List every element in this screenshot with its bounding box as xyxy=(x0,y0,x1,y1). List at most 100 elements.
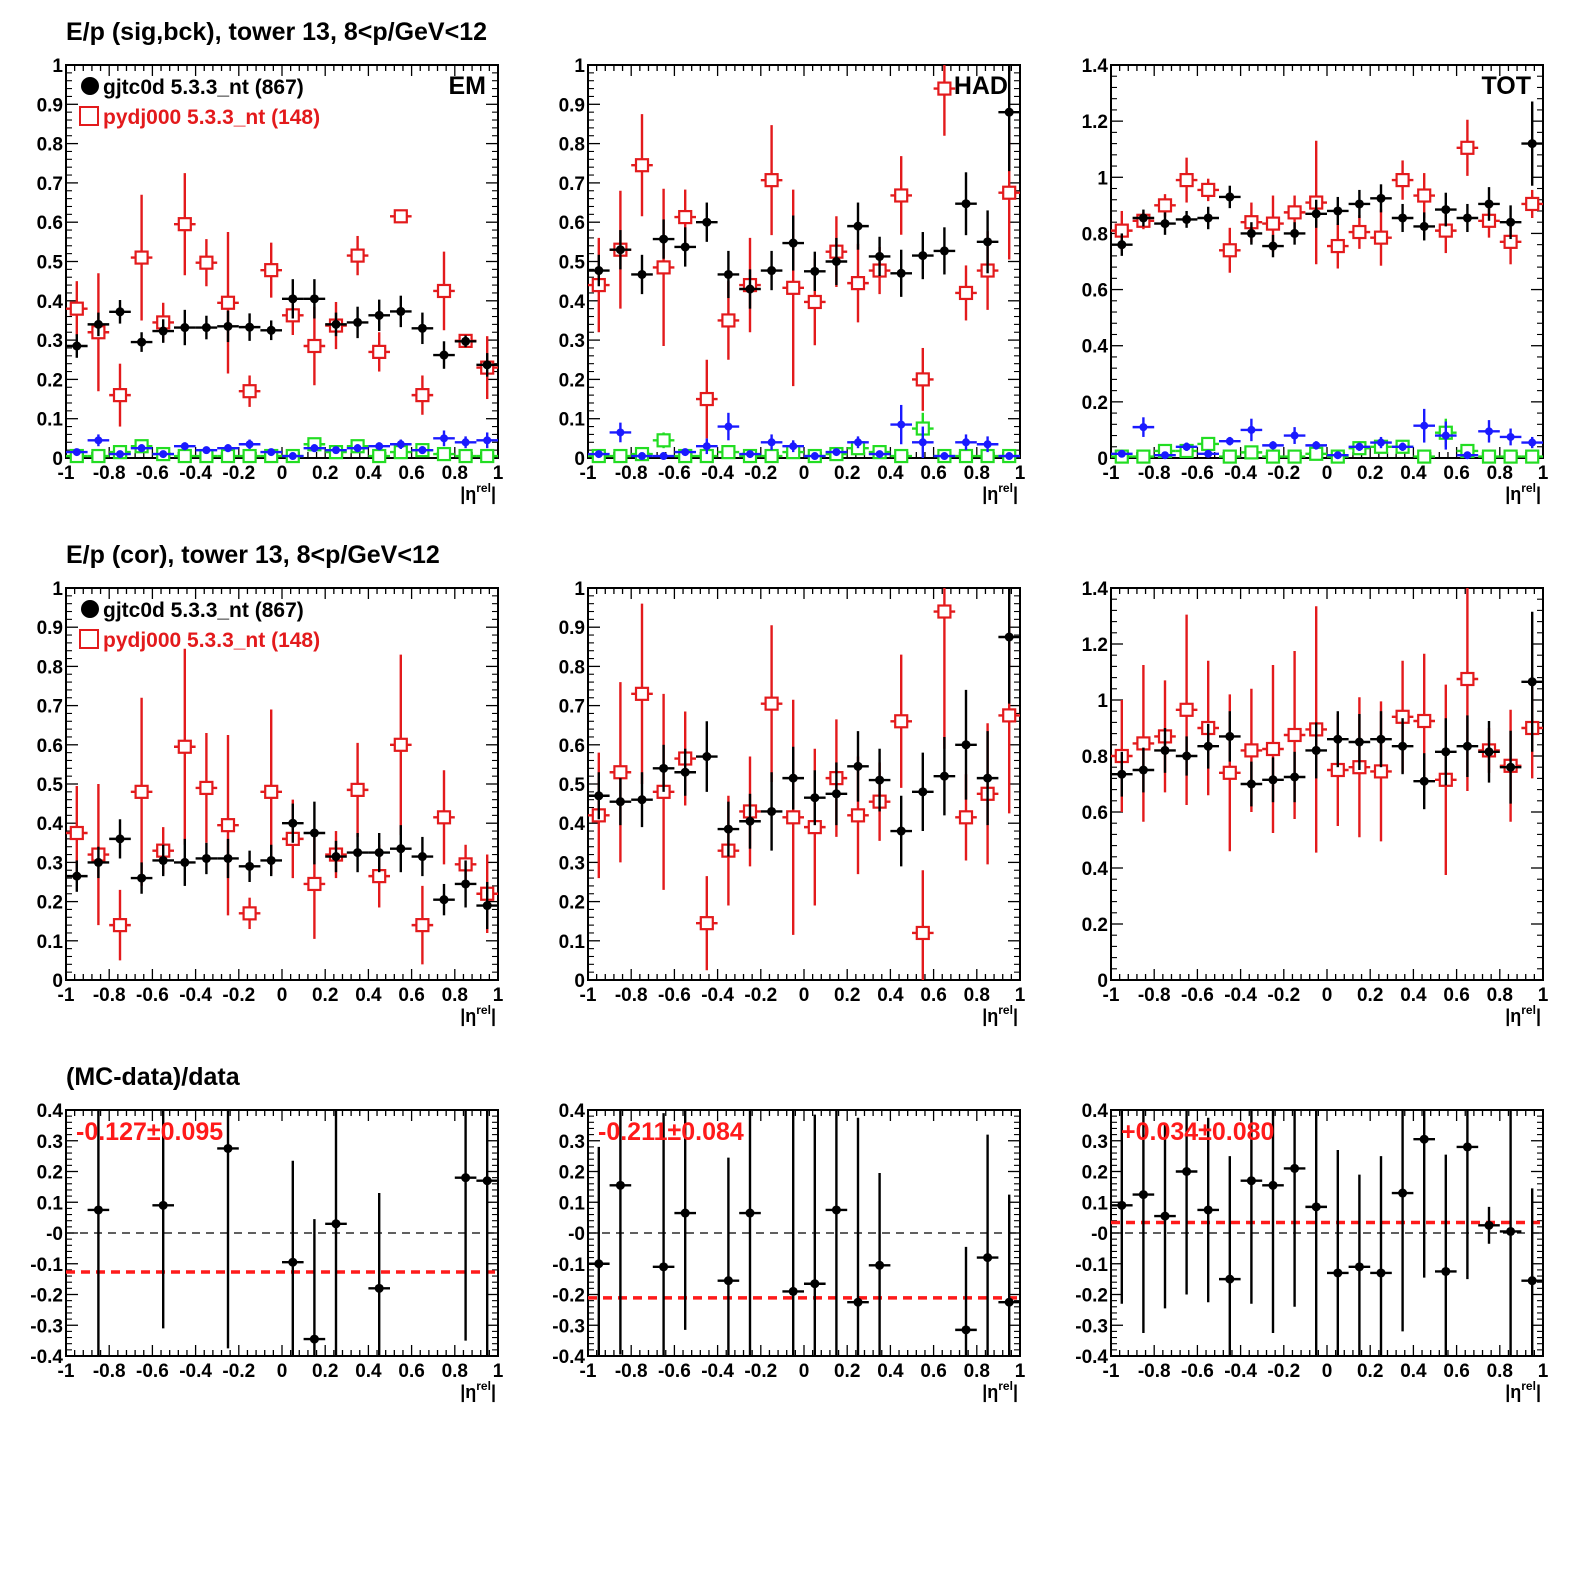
bkg_mc-marker xyxy=(1503,449,1518,464)
x-axis-label: |ηrel| xyxy=(1505,481,1541,504)
data-marker xyxy=(1506,217,1516,227)
data-marker xyxy=(1484,747,1494,757)
mc-marker xyxy=(242,384,257,399)
data-marker xyxy=(983,237,993,247)
data-marker xyxy=(680,767,690,777)
bkg_data-marker xyxy=(1204,449,1213,458)
ratio-marker xyxy=(1376,1268,1386,1278)
mc-marker xyxy=(915,925,930,941)
y-tick-label: 0.5 xyxy=(37,775,64,796)
mc-marker xyxy=(634,158,650,173)
data-marker xyxy=(288,818,298,828)
panel-r2c2: -1 -0.8 -0.6 -0.4 -0.2 0 0.2 0.4 0.6 0.8 1|ηrel|00… xyxy=(559,579,1026,1026)
bkg_data-marker xyxy=(1398,442,1407,451)
x-tick-label: -0.6 xyxy=(1181,985,1214,1006)
y-tick-label: 0.8 xyxy=(1082,224,1108,245)
row3-title: (MC-data)/data xyxy=(66,1063,240,1091)
data-marker xyxy=(461,336,471,346)
data-marker xyxy=(245,322,255,332)
x-tick-label: -0.8 xyxy=(93,463,126,484)
data-marker xyxy=(1290,772,1300,782)
data-marker xyxy=(158,855,168,865)
y-tick-label: 0.3 xyxy=(559,1132,585,1153)
x-tick-label: 0.4 xyxy=(1400,1361,1427,1382)
y-tick-label: 0.1 xyxy=(37,932,64,953)
legend-mc-marker xyxy=(79,106,99,126)
legend-mc-label: pydj000 5.3.3_nt (148) xyxy=(103,629,320,652)
x-tick-label: -0.6 xyxy=(1181,1361,1214,1382)
data-marker xyxy=(896,268,906,278)
x-tick-label: -0.2 xyxy=(222,463,255,484)
y-tick-label: 0 xyxy=(52,971,63,992)
mc-marker xyxy=(1201,182,1216,198)
panel-r1c3: -1 -0.8 -0.6 -0.4 -0.2 0 0.2 0.4 0.6 0.8 1|ηrel|00… xyxy=(1082,56,1549,504)
data-marker xyxy=(201,853,211,863)
mc-marker xyxy=(958,285,974,301)
y-tick-label: -0.2 xyxy=(552,1286,585,1307)
y-tick-label: 0.4 xyxy=(37,292,64,313)
data-marker xyxy=(461,879,471,889)
ratio-marker xyxy=(1441,1266,1451,1276)
x-tick-label: -1 xyxy=(580,1361,597,1382)
x-tick-label: 0 xyxy=(799,985,810,1006)
y-tick-label: 0.1 xyxy=(559,932,586,953)
bkg_mc-marker xyxy=(1136,449,1151,464)
data-marker xyxy=(1138,213,1148,223)
data-marker xyxy=(810,266,820,276)
x-tick-label: 0.8 xyxy=(1487,463,1513,484)
mc-marker xyxy=(177,217,192,232)
x-tick-label: 0.4 xyxy=(355,985,382,1006)
panel-corner-label: HAD xyxy=(954,72,1008,100)
data-marker xyxy=(115,834,125,844)
data-marker xyxy=(939,246,949,256)
bkg_data-marker xyxy=(681,448,690,457)
x-tick-label: -0.8 xyxy=(1138,985,1171,1006)
bkg_data-marker xyxy=(1463,451,1472,460)
y-tick-label: 0.6 xyxy=(559,736,585,757)
mc-marker xyxy=(786,810,801,825)
mc-marker xyxy=(134,250,149,265)
mc-marker xyxy=(1352,224,1367,240)
bkg_data-marker xyxy=(810,452,819,461)
x-tick-label: 0.2 xyxy=(1357,1361,1383,1382)
bkg_mc-marker xyxy=(1309,446,1324,461)
data-marker xyxy=(831,257,841,266)
x-tick-label: 0.2 xyxy=(834,1361,860,1382)
y-tick-label: 0.4 xyxy=(559,292,586,313)
mc-marker xyxy=(656,260,671,275)
data-marker xyxy=(659,234,669,244)
data-marker xyxy=(594,791,604,801)
data-marker xyxy=(1462,213,1472,223)
x-tick-label: -0.6 xyxy=(136,985,169,1006)
fit-label: +0.034±0.080 xyxy=(1121,1118,1274,1146)
data-marker xyxy=(1398,741,1408,751)
bkg_data-marker xyxy=(702,442,711,451)
data-marker xyxy=(417,852,427,862)
data-marker xyxy=(1398,213,1408,223)
row1-title: E/p (sig,bck), tower 13, 8<p/GeV<12 xyxy=(66,18,487,46)
data-marker xyxy=(223,853,233,863)
data-marker xyxy=(1203,741,1213,751)
mc-marker xyxy=(350,782,365,797)
x-tick-label: 0 xyxy=(1322,985,1333,1006)
x-tick-label: -0.6 xyxy=(1181,463,1214,484)
bkg_data-marker xyxy=(1225,437,1234,446)
ratio-marker xyxy=(461,1173,471,1183)
x-tick-label: -0.8 xyxy=(615,1361,648,1382)
x-tick-label: -0.2 xyxy=(744,463,777,484)
x-tick-label: 0.8 xyxy=(442,463,468,484)
ratio-marker xyxy=(1268,1180,1278,1190)
x-tick-label: 0.8 xyxy=(964,463,990,484)
ratio-marker xyxy=(1004,1297,1014,1307)
bkg_data-marker xyxy=(375,442,384,451)
data-marker xyxy=(1290,228,1300,238)
data-marker xyxy=(396,844,406,854)
x-tick-label: -0.8 xyxy=(93,1361,126,1382)
mc-marker xyxy=(112,388,128,403)
y-tick-label: 0.3 xyxy=(37,1132,63,1153)
mc-marker xyxy=(1438,223,1453,238)
data-marker xyxy=(1333,734,1343,744)
ratio-marker xyxy=(1484,1220,1494,1230)
y-tick-label: 1.4 xyxy=(1082,579,1109,600)
